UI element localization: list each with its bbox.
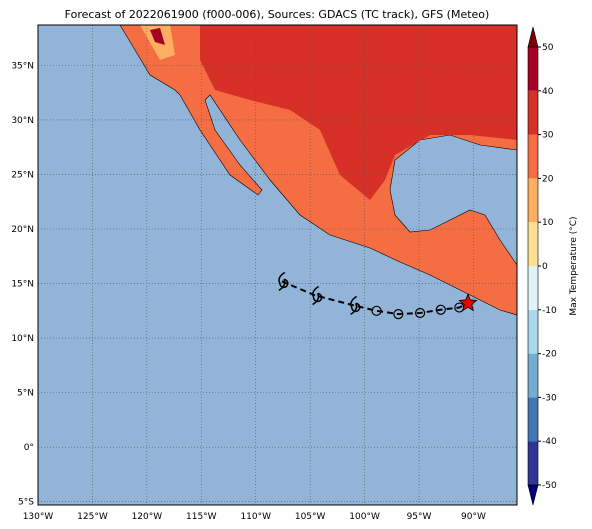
colorbar-extend-high (527, 26, 539, 48)
track-point (393, 308, 404, 320)
colorbar-tick-label: -10 (542, 306, 557, 316)
lon-tick-label: 115°W (186, 512, 217, 522)
lat-tick-label: 25°N (11, 170, 34, 180)
lat-tick-label: 5°S (18, 498, 34, 508)
lon-tick-label: 130°W (23, 512, 54, 522)
lon-tick-label: 90°W (461, 512, 486, 522)
title: Forecast of 2022061900 (f000-006), Sourc… (65, 8, 490, 21)
lon-tick-label: 120°W (132, 512, 163, 522)
lon-tick-label: 105°W (295, 512, 326, 522)
lat-tick-label: 20°N (11, 225, 34, 235)
colorbar-tick-label: -40 (542, 437, 557, 447)
map-area (38, 25, 517, 505)
colorbar-tick-label: 0 (542, 262, 548, 272)
map-frame (37, 24, 518, 506)
track-line (281, 280, 469, 316)
colorbar-tick-label: 10 (542, 218, 554, 228)
colorbar-tick-label: -30 (542, 393, 557, 403)
lon-tick-label: 110°W (240, 512, 271, 522)
track-point (371, 305, 382, 316)
track-star (458, 293, 478, 312)
lat-tick-label: 5°N (17, 389, 34, 399)
colorbar-segment (528, 47, 538, 91)
land-hot (200, 25, 517, 200)
colorbar-segment (528, 353, 538, 398)
lon-tick-label: 95°W (407, 512, 432, 522)
colorbar-segment (528, 309, 538, 354)
colorbar-label: Max Temperature (°C) (569, 216, 579, 315)
colorbar-segment (528, 222, 538, 266)
colorbar-tick-label: 40 (542, 87, 554, 97)
lat-tick-label: 15°N (11, 280, 34, 290)
storm-symbol (312, 285, 323, 306)
colorbar-tick-label: 20 (542, 174, 554, 184)
colorbar-tick-label: -50 (542, 481, 557, 491)
colorbar-segment (528, 266, 538, 310)
colorbar-segment (528, 90, 538, 135)
lon-tick-label: 100°W (349, 512, 380, 522)
colorbar-tick-label: 50 (542, 43, 554, 53)
track-point (415, 307, 426, 319)
colorbar-extend-low (527, 484, 539, 506)
lat-tick-label: 10°N (11, 334, 34, 344)
lat-tick-label: 30°N (11, 116, 34, 126)
colorbar-segment (528, 178, 538, 223)
lon-tick-label: 125°W (77, 512, 108, 522)
lat-tick-label: 0° (24, 443, 34, 453)
storm-symbol (278, 271, 289, 291)
track-point (435, 304, 446, 315)
colorbar-tick-label: 30 (542, 131, 554, 141)
land-hot-spot (150, 28, 165, 45)
storm-symbol (350, 295, 361, 315)
lat-tick-label: 35°N (11, 61, 34, 71)
colorbar-tick-label: -20 (542, 350, 557, 360)
colorbar-segment (528, 397, 538, 442)
colorbar-segment (528, 441, 538, 485)
colorbar-segment (528, 134, 538, 179)
